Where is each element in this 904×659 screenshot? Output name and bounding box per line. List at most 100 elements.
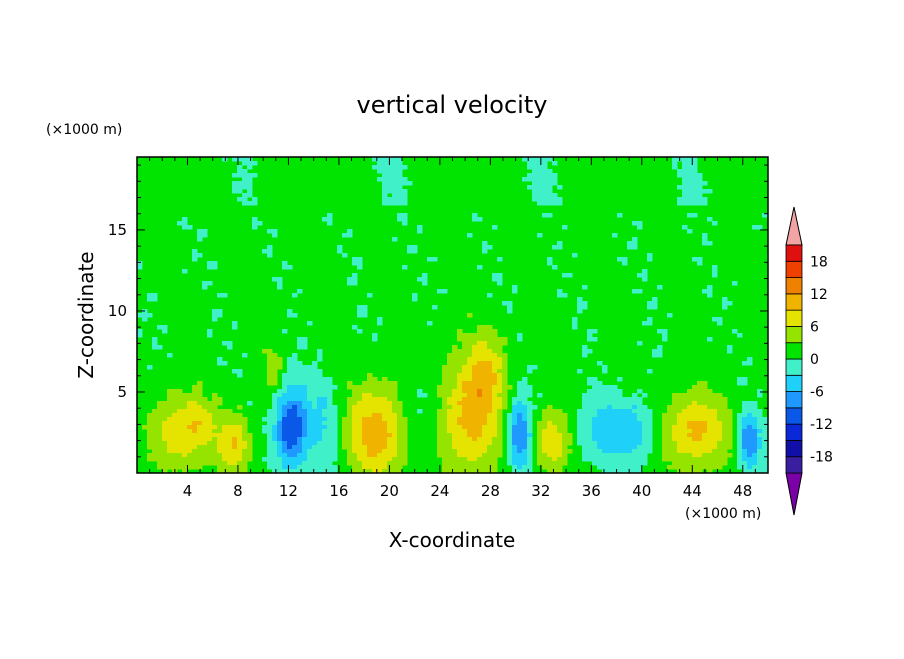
contour-cell — [217, 413, 223, 418]
contour-cell — [212, 401, 218, 406]
contour-cell — [712, 425, 718, 430]
contour-cell — [222, 409, 228, 414]
contour-cell — [507, 445, 513, 450]
contour-cell — [717, 465, 723, 470]
contour-cell — [692, 385, 698, 390]
contour-cell — [757, 425, 763, 430]
contour-cell — [592, 329, 598, 334]
contour-cell — [177, 457, 183, 462]
contour-cell — [497, 377, 503, 382]
contour-cell — [237, 373, 243, 378]
contour-cell — [717, 449, 723, 454]
contour-cell — [222, 445, 228, 450]
contour-cell — [382, 401, 388, 406]
contour-cell — [447, 429, 453, 434]
contour-cell — [737, 421, 743, 426]
contour-cell — [387, 385, 393, 390]
contour-cell — [497, 369, 503, 374]
contour-cell — [357, 397, 363, 402]
contour-cell — [387, 169, 393, 174]
contour-cell — [287, 373, 293, 378]
contour-cell — [162, 457, 168, 462]
contour-cell — [647, 409, 653, 414]
contour-cell — [402, 181, 408, 186]
contour-cell — [477, 385, 483, 390]
contour-cell — [542, 437, 548, 442]
contour-cell — [662, 413, 668, 418]
contour-cell — [437, 453, 443, 458]
contour-cell — [292, 429, 298, 434]
contour-cell — [157, 449, 163, 454]
contour-cell — [527, 185, 533, 190]
contour-cell — [382, 461, 388, 466]
contour-cell — [627, 405, 633, 410]
contour-cell — [192, 249, 198, 254]
contour-cell — [412, 293, 418, 298]
contour-cell — [487, 401, 493, 406]
contour-cell — [217, 457, 223, 462]
contour-cell — [492, 397, 498, 402]
contour-cell — [582, 305, 588, 310]
contour-cell — [402, 177, 408, 182]
contour-cell — [372, 337, 378, 342]
contour-cell — [417, 393, 423, 398]
contour-cell — [232, 189, 238, 194]
contour-cell — [197, 465, 203, 470]
contour-cell — [717, 425, 723, 430]
contour-cell — [557, 465, 563, 470]
contour-cell — [477, 449, 483, 454]
contour-cell — [707, 429, 713, 434]
contour-cell — [297, 425, 303, 430]
contour-cell — [157, 441, 163, 446]
contour-cell — [247, 449, 253, 454]
x-tick-label: 44 — [683, 482, 702, 500]
contour-cell — [717, 397, 723, 402]
contour-cell — [317, 457, 323, 462]
contour-cell — [487, 337, 493, 342]
contour-cell — [467, 361, 473, 366]
contour-cell — [462, 441, 468, 446]
contour-cell — [547, 445, 553, 450]
contour-cell — [482, 449, 488, 454]
contour-cell — [522, 429, 528, 434]
contour-cell — [482, 401, 488, 406]
contour-cell — [292, 445, 298, 450]
contour-cell — [277, 409, 283, 414]
contour-cell — [377, 177, 383, 182]
contour-cell — [612, 465, 618, 470]
contour-cell — [557, 197, 563, 202]
contour-cell — [702, 405, 708, 410]
contour-cell — [227, 429, 233, 434]
contour-cell — [242, 201, 248, 206]
contour-cell — [377, 465, 383, 470]
contour-cell — [302, 457, 308, 462]
contour-cell — [167, 409, 173, 414]
contour-cell — [377, 433, 383, 438]
contour-cell — [197, 233, 203, 238]
contour-cell — [722, 297, 728, 302]
contour-cell — [602, 449, 608, 454]
contour-cell — [687, 189, 693, 194]
contour-cell — [172, 425, 178, 430]
contour-cell — [527, 449, 533, 454]
contour-cell — [302, 453, 308, 458]
contour-cell — [217, 313, 223, 318]
contour-cell — [297, 437, 303, 442]
contour-cell — [247, 189, 253, 194]
contour-cell — [192, 437, 198, 442]
contour-cell — [702, 413, 708, 418]
contour-cell — [357, 409, 363, 414]
x-tick-label: 28 — [481, 482, 500, 500]
contour-cell — [647, 445, 653, 450]
contour-cell — [312, 389, 318, 394]
contour-cell — [162, 417, 168, 422]
contour-cell — [712, 457, 718, 462]
contour-cell — [162, 441, 168, 446]
contour-cell — [467, 389, 473, 394]
contour-cell — [397, 197, 403, 202]
contour-cell — [212, 461, 218, 466]
y-unit-label: (×1000 m) — [46, 122, 122, 138]
contour-cell — [197, 437, 203, 442]
contour-cell — [352, 461, 358, 466]
contour-cell — [287, 409, 293, 414]
